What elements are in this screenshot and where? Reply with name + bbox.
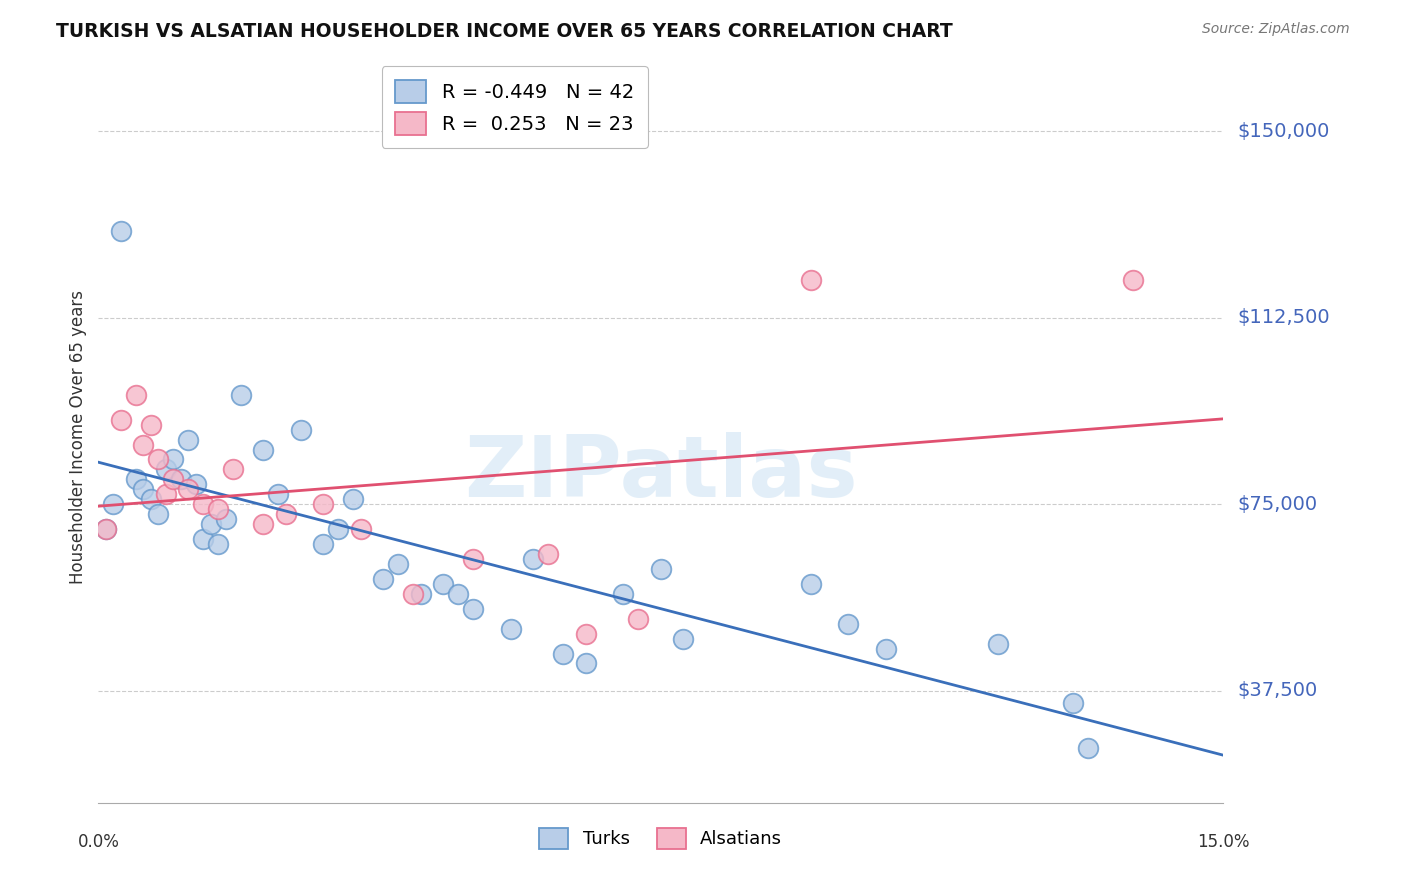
Point — [499, 622, 522, 636]
Point — [875, 641, 897, 656]
Point — [125, 388, 148, 402]
Point — [575, 657, 598, 671]
Point — [110, 224, 132, 238]
Point — [328, 522, 350, 536]
Text: ZIPatlas: ZIPatlas — [464, 432, 858, 516]
Point — [252, 517, 274, 532]
Y-axis label: Householder Income Over 65 years: Householder Income Over 65 years — [69, 290, 87, 584]
Text: $150,000: $150,000 — [1237, 121, 1330, 141]
Legend: Turks, Alsatians: Turks, Alsatians — [533, 821, 789, 856]
Point — [125, 472, 148, 486]
Text: $37,500: $37,500 — [1237, 681, 1317, 700]
Point — [800, 577, 823, 591]
Point — [627, 612, 650, 626]
Point — [402, 587, 425, 601]
Point — [162, 472, 184, 486]
Point — [312, 537, 335, 551]
Point — [553, 647, 575, 661]
Point — [200, 517, 222, 532]
Point — [193, 497, 215, 511]
Point — [463, 601, 485, 615]
Point — [155, 487, 177, 501]
Point — [132, 483, 155, 497]
Point — [463, 552, 485, 566]
Point — [170, 472, 193, 486]
Point — [94, 522, 117, 536]
Point — [522, 552, 544, 566]
Point — [177, 433, 200, 447]
Point — [252, 442, 274, 457]
Point — [155, 462, 177, 476]
Text: 15.0%: 15.0% — [1197, 833, 1250, 851]
Point — [207, 537, 229, 551]
Point — [148, 452, 170, 467]
Point — [184, 477, 207, 491]
Point — [1122, 273, 1144, 287]
Point — [800, 273, 823, 287]
Point — [94, 522, 117, 536]
Point — [350, 522, 373, 536]
Point — [672, 632, 695, 646]
Point — [193, 532, 215, 546]
Point — [409, 587, 432, 601]
Point — [139, 417, 162, 432]
Point — [207, 502, 229, 516]
Point — [229, 388, 252, 402]
Point — [312, 497, 335, 511]
Point — [537, 547, 560, 561]
Text: Source: ZipAtlas.com: Source: ZipAtlas.com — [1202, 22, 1350, 37]
Point — [575, 626, 598, 640]
Point — [387, 557, 409, 571]
Point — [222, 462, 245, 476]
Point — [290, 423, 312, 437]
Text: 0.0%: 0.0% — [77, 833, 120, 851]
Point — [612, 587, 634, 601]
Point — [987, 636, 1010, 650]
Point — [342, 492, 364, 507]
Point — [1077, 741, 1099, 756]
Point — [177, 483, 200, 497]
Point — [132, 437, 155, 451]
Text: $112,500: $112,500 — [1237, 308, 1330, 327]
Text: TURKISH VS ALSATIAN HOUSEHOLDER INCOME OVER 65 YEARS CORRELATION CHART: TURKISH VS ALSATIAN HOUSEHOLDER INCOME O… — [56, 22, 953, 41]
Point — [373, 572, 395, 586]
Point — [1062, 696, 1084, 710]
Point — [447, 587, 470, 601]
Point — [110, 412, 132, 426]
Point — [103, 497, 125, 511]
Point — [215, 512, 238, 526]
Point — [162, 452, 184, 467]
Point — [650, 562, 672, 576]
Point — [274, 507, 297, 521]
Point — [267, 487, 290, 501]
Point — [139, 492, 162, 507]
Point — [837, 616, 859, 631]
Point — [432, 577, 454, 591]
Point — [148, 507, 170, 521]
Text: $75,000: $75,000 — [1237, 495, 1317, 514]
